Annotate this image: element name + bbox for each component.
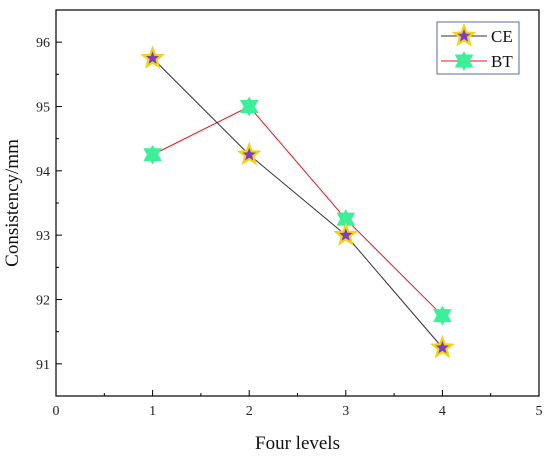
legend-marker-ce bbox=[451, 22, 477, 47]
x-tick-label: 2 bbox=[246, 404, 253, 419]
data-point-bt bbox=[240, 97, 259, 116]
data-point-ce bbox=[140, 45, 166, 69]
y-tick-label: 93 bbox=[36, 229, 50, 244]
y-tick-label: 91 bbox=[36, 358, 50, 373]
x-axis-title: Four levels bbox=[255, 433, 340, 454]
legend-label-ce: CE bbox=[491, 27, 513, 46]
legend-marker-bt bbox=[455, 51, 473, 71]
x-tick-label: 5 bbox=[536, 404, 543, 419]
series-line-ce bbox=[152, 57, 443, 349]
y-tick-label: 95 bbox=[36, 101, 50, 116]
x-tick-label: 4 bbox=[439, 404, 446, 419]
series-layer bbox=[140, 45, 455, 359]
y-tick-label: 96 bbox=[36, 36, 50, 51]
y-axis-title: Consistency/mm bbox=[2, 139, 23, 267]
data-point-bt bbox=[433, 306, 452, 326]
y-axis: 91 92 93 94 95 96 bbox=[36, 9, 62, 397]
legend: CE BT bbox=[436, 21, 520, 75]
series-line-bt bbox=[152, 105, 443, 316]
legend-box bbox=[436, 21, 520, 75]
data-point-ce bbox=[333, 222, 359, 246]
x-tick-label: 3 bbox=[342, 404, 349, 419]
data-point-ce bbox=[236, 141, 262, 166]
y-tick-label: 94 bbox=[36, 165, 50, 180]
legend-label-bt: BT bbox=[491, 52, 513, 71]
data-point-ce bbox=[429, 334, 455, 359]
data-point-bt bbox=[143, 145, 162, 165]
y-tick-label: 92 bbox=[36, 294, 50, 309]
x-tick-label: 1 bbox=[149, 404, 156, 419]
x-tick-label: 0 bbox=[53, 404, 60, 419]
x-axis: 0 1 2 3 4 5 bbox=[53, 390, 543, 419]
